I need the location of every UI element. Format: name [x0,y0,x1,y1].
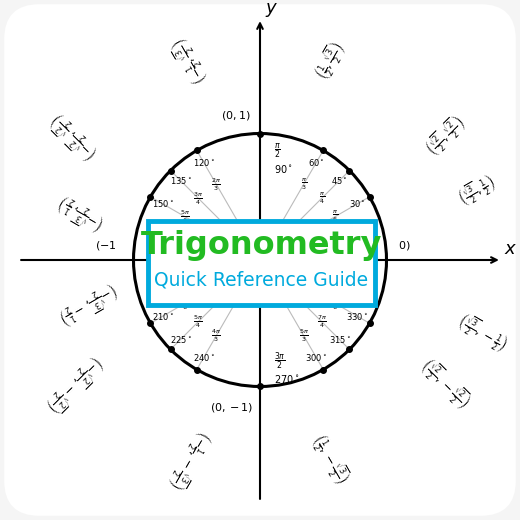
Text: $\left(\frac{\sqrt{3}}{2}, \frac{1}{2}\right)$: $\left(\frac{\sqrt{3}}{2}, \frac{1}{2}\r… [453,171,500,212]
Text: $\left(\frac{1}{2}, \frac{\sqrt{3}}{2}\right)$: $\left(\frac{1}{2}, \frac{\sqrt{3}}{2}\r… [310,37,350,84]
Text: $\frac{2\pi}{3}$: $\frac{2\pi}{3}$ [212,176,222,193]
Text: $(0, 1)$: $(0, 1)$ [222,109,251,122]
Text: Quick Reference Guide: Quick Reference Guide [154,270,369,289]
Text: $\frac{\pi}{2}$: $\frac{\pi}{2}$ [274,141,281,160]
Text: $\left(\frac{1}{2}, -\frac{\sqrt{3}}{2}\right)$: $\left(\frac{1}{2}, -\frac{\sqrt{3}}{2}\… [306,430,354,489]
Text: $\frac{5\pi}{3}$: $\frac{5\pi}{3}$ [298,327,308,344]
Text: $\frac{\pi}{3}$: $\frac{\pi}{3}$ [301,177,307,192]
Text: $(-1$: $(-1$ [95,239,116,252]
Text: $\frac{4\pi}{3}$: $\frac{4\pi}{3}$ [212,327,222,344]
Text: $(0, -1)$: $(0, -1)$ [210,400,254,413]
Text: $330^\circ$: $330^\circ$ [346,311,368,322]
Text: Trigonometry: Trigonometry [141,230,382,262]
Text: $\left(-\frac{\sqrt{2}}{2}, -\frac{\sqrt{2}}{2}\right)$: $\left(-\frac{\sqrt{2}}{2}, -\frac{\sqrt… [41,350,108,417]
Text: $\left(\frac{\sqrt{2}}{2}, \frac{\sqrt{2}}{2}\right)$: $\left(\frac{\sqrt{2}}{2}, \frac{\sqrt{2… [421,111,471,161]
Text: $y$: $y$ [265,1,278,19]
Text: $x$: $x$ [503,240,517,258]
Text: $120^\circ$: $120^\circ$ [193,157,215,168]
Text: $270^\circ$: $270^\circ$ [274,373,300,385]
Text: $\left(\frac{\sqrt{2}}{2}, -\frac{\sqrt{2}}{2}\right)$: $\left(\frac{\sqrt{2}}{2}, -\frac{\sqrt{… [415,354,476,414]
Text: $240^\circ$: $240^\circ$ [193,352,215,363]
Text: $45^\circ$: $45^\circ$ [331,175,348,186]
Text: $300^\circ$: $300^\circ$ [305,352,327,363]
Text: $\frac{5\pi}{4}$: $\frac{5\pi}{4}$ [193,314,203,330]
Text: $\frac{3\pi}{4}$: $\frac{3\pi}{4}$ [193,190,203,206]
Text: $0)$: $0)$ [398,239,410,252]
Text: $30^\circ$: $30^\circ$ [349,198,366,209]
Text: $\frac{5\pi}{6}$: $\frac{5\pi}{6}$ [179,208,189,225]
Text: $60^\circ$: $60^\circ$ [308,157,324,168]
Text: $225^\circ$: $225^\circ$ [170,334,191,345]
Text: $\left(\frac{\sqrt{3}}{2}, -\frac{1}{2}\right)$: $\left(\frac{\sqrt{3}}{2}, -\frac{1}{2}\… [453,308,512,357]
Text: $90^\circ$: $90^\circ$ [274,163,293,175]
Text: $\left(-\frac{\sqrt{3}}{2}, \frac{1}{2}\right)$: $\left(-\frac{\sqrt{3}}{2}, \frac{1}{2}\… [55,190,109,236]
Text: $\left(-\frac{\sqrt{2}}{2}, \frac{\sqrt{2}}{2}\right)$: $\left(-\frac{\sqrt{2}}{2}, \frac{\sqrt{… [46,108,103,165]
Text: $\frac{\pi}{4}$: $\frac{\pi}{4}$ [319,191,324,206]
Text: $\frac{7\pi}{6}$: $\frac{7\pi}{6}$ [179,295,189,312]
Text: $315^\circ$: $315^\circ$ [329,334,350,345]
Text: $\frac{7\pi}{4}$: $\frac{7\pi}{4}$ [317,314,327,330]
Text: $210^\circ$: $210^\circ$ [152,311,174,322]
Text: $\frac{3\pi}{2}$: $\frac{3\pi}{2}$ [274,350,286,372]
Text: $150^\circ$: $150^\circ$ [152,198,174,209]
FancyBboxPatch shape [148,220,375,305]
Text: $\left(-\frac{\sqrt{3}}{2}, -\frac{1}{2}\right)$: $\left(-\frac{\sqrt{3}}{2}, -\frac{1}{2}… [55,277,122,330]
Text: $135^\circ$: $135^\circ$ [170,175,191,186]
Text: $\left(-\frac{1}{2}, \frac{\sqrt{3}}{2}\right)$: $\left(-\frac{1}{2}, \frac{\sqrt{3}}{2}\… [167,33,213,88]
Text: $\left(-\frac{1}{2}, -\frac{\sqrt{3}}{2}\right)$: $\left(-\frac{1}{2}, -\frac{\sqrt{3}}{2}… [163,426,216,493]
Text: $\frac{\pi}{6}$: $\frac{\pi}{6}$ [332,209,339,224]
FancyBboxPatch shape [4,4,516,516]
Text: $\frac{11\pi}{6}$: $\frac{11\pi}{6}$ [329,295,343,312]
